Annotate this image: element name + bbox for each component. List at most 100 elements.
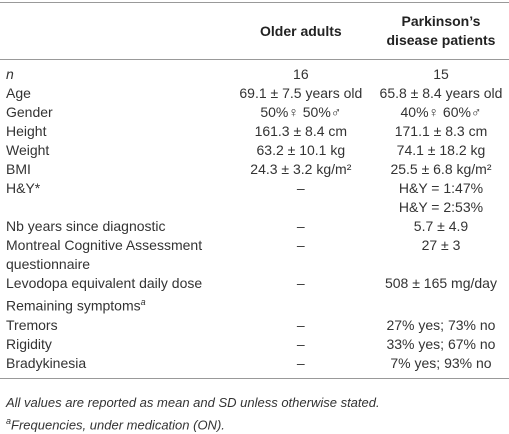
cell xyxy=(373,293,509,316)
cell-line: H&Y = 1:47% xyxy=(398,180,484,196)
label-text: n xyxy=(6,66,14,82)
row: n 16 15 xyxy=(0,60,509,85)
cell: 5.7 ± 4.9 xyxy=(373,217,509,236)
cell: 74.1 ± 18.2 kg xyxy=(373,141,509,160)
cell-text: 63.2 ± 10.1 kg xyxy=(256,142,346,158)
superscript: a xyxy=(140,297,146,307)
cell-text: – xyxy=(296,237,305,253)
cell-text: 65.8 ± 8.4 years old xyxy=(379,85,503,101)
row-label: Remaining symptomsa xyxy=(0,293,229,316)
header-empty xyxy=(0,2,229,60)
header-cell: Parkinson’s disease patients xyxy=(372,2,509,60)
row: Gender 50%♀ 50%♂ 40%♀ 60%♂ xyxy=(0,103,509,122)
label-text: Age xyxy=(6,85,31,101)
row: H&Y* – H&Y = 1:47% H&Y = 2:53% xyxy=(0,179,509,217)
row-label: Tremors xyxy=(0,316,229,335)
label-text: Rigidity xyxy=(6,335,52,352)
footnote-marker: a xyxy=(6,416,12,426)
cell: – xyxy=(229,179,373,217)
label-text: Bradykinesia xyxy=(6,354,87,371)
cell: 7% yes; 93% no xyxy=(372,353,509,379)
cell: H&Y = 1:47% H&Y = 2:53% xyxy=(373,179,509,217)
cell: – xyxy=(229,274,373,293)
row-label: H&Y* xyxy=(0,179,229,217)
row: Height 161.3 ± 8.4 cm 171.1 ± 8.3 cm xyxy=(0,122,509,141)
cell: 161.3 ± 8.4 cm xyxy=(229,122,373,141)
cell-text: 171.1 ± 8.3 cm xyxy=(394,123,488,139)
cell: – xyxy=(229,316,373,335)
cell-text: – xyxy=(296,180,305,196)
table-body: n 16 15 Age 69.1 ± 7.5 years old 65.8 ± 8.4 y… xyxy=(0,60,509,379)
cell-text: 50%♀ 50%♂ xyxy=(260,104,342,120)
cell-text: 7% yes; 93% no xyxy=(390,354,492,371)
footnote: aFrequencies, under medication (ON). xyxy=(6,412,380,434)
footnote-text: All values are reported as mean and SD u… xyxy=(6,395,380,410)
cell: 16 xyxy=(229,60,373,85)
cell-text: – xyxy=(296,354,305,371)
row: Levodopa equivalent daily dose – 508 ± 165… xyxy=(0,274,509,293)
row-label: Montreal Cognitive Assessment questionna… xyxy=(0,236,229,274)
cell: – xyxy=(229,335,373,354)
label-text: Montreal Cognitive Assessment questionna… xyxy=(6,237,203,272)
cell: 171.1 ± 8.3 cm xyxy=(373,122,509,141)
row-label: Levodopa equivalent daily dose xyxy=(0,274,229,293)
cell: – xyxy=(229,217,373,236)
row: Montreal Cognitive Assessment questionna… xyxy=(0,236,509,274)
cell: 65.8 ± 8.4 years old xyxy=(373,84,509,103)
label-text: BMI xyxy=(6,161,31,177)
row-label: Gender xyxy=(0,103,229,122)
row: BMI 24.3 ± 3.2 kg/m² 25.5 ± 6.8 kg/m² xyxy=(0,160,509,179)
row-label: Rigidity xyxy=(0,335,229,354)
cell: 25.5 ± 6.8 kg/m² xyxy=(373,160,509,179)
label-text: Height xyxy=(6,123,47,139)
cell-text: 40%♀ 60%♂ xyxy=(400,104,482,120)
cell-text: 74.1 ± 18.2 kg xyxy=(396,142,486,158)
label-text: Levodopa equivalent daily dose xyxy=(6,275,203,291)
cell-text: – xyxy=(296,335,305,352)
cell: 15 xyxy=(373,60,509,85)
cell-text: 27% yes; 73% no xyxy=(386,316,496,333)
cell: 50%♀ 50%♂ xyxy=(229,103,373,122)
cell: 69.1 ± 7.5 years old xyxy=(229,84,373,103)
cell: 63.2 ± 10.1 kg xyxy=(229,141,373,160)
header-row: Older adults Parkinson’s disease patient… xyxy=(0,2,509,60)
cell-text: 24.3 ± 3.2 kg/m² xyxy=(250,161,352,177)
row: Nb years since diagnostic – 5.7 ± 4.9 xyxy=(0,217,509,236)
footnotes: All values are reported as mean and SD u… xyxy=(6,393,380,434)
cell-text: – xyxy=(296,275,305,291)
cell: – xyxy=(229,236,373,274)
row-label: Bradykinesia xyxy=(0,353,229,379)
cell-text: 508 ± 165 mg/day xyxy=(384,275,497,291)
row: Rigidity – 33% yes; 67% no xyxy=(0,335,509,354)
cell-text: 27 ± 3 xyxy=(421,237,461,253)
label-text: H&Y* xyxy=(6,180,41,196)
row-label: BMI xyxy=(0,160,229,179)
row-label: Weight xyxy=(0,141,229,160)
footnote-text: Frequencies, under medication (ON). xyxy=(11,417,225,433)
cell-text: – xyxy=(296,316,305,333)
cell: 27 ± 3 xyxy=(373,236,509,274)
cell: 33% yes; 67% no xyxy=(373,335,509,354)
cell-line: H&Y = 2:53% xyxy=(398,199,484,215)
cell: – xyxy=(228,353,373,379)
row-label: Height xyxy=(0,122,229,141)
cell-text: 161.3 ± 8.4 cm xyxy=(254,123,348,139)
row-label: Nb years since diagnostic xyxy=(0,217,229,236)
table: Older adults Parkinson’s disease patient… xyxy=(0,2,509,379)
cell-text: 5.7 ± 4.9 xyxy=(413,218,469,234)
label-text: Nb years since diagnostic xyxy=(6,218,166,234)
header-cell: Older adults xyxy=(228,2,373,60)
cell xyxy=(229,293,373,316)
cell-text: 15 xyxy=(433,66,449,82)
footnote: All values are reported as mean and SD u… xyxy=(6,393,380,412)
cell: 27% yes; 73% no xyxy=(373,316,509,335)
cell: 24.3 ± 3.2 kg/m² xyxy=(229,160,373,179)
row: Weight 63.2 ± 10.1 kg 74.1 ± 18.2 kg xyxy=(0,141,509,160)
cell-text: 33% yes; 67% no xyxy=(386,335,496,352)
row: Remaining symptomsa xyxy=(0,293,509,316)
row: Tremors – 27% yes; 73% no xyxy=(0,316,509,335)
label-text: Gender xyxy=(6,104,53,120)
cell: 40%♀ 60%♂ xyxy=(373,103,509,122)
cell-text: 16 xyxy=(293,66,309,82)
label-text: Tremors xyxy=(6,316,58,333)
